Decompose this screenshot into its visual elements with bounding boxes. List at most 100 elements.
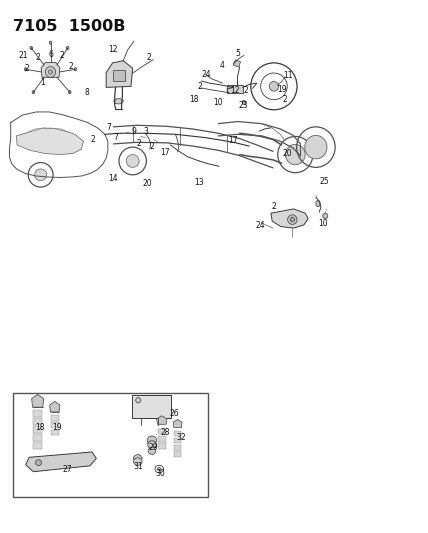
- Ellipse shape: [49, 41, 52, 44]
- Text: 19: 19: [277, 85, 286, 94]
- Polygon shape: [173, 419, 182, 427]
- Ellipse shape: [147, 436, 157, 445]
- Text: 6: 6: [48, 50, 53, 59]
- Ellipse shape: [134, 458, 142, 465]
- Polygon shape: [271, 209, 308, 228]
- Polygon shape: [106, 61, 133, 87]
- Text: 14: 14: [109, 174, 118, 183]
- Text: 2: 2: [35, 53, 40, 61]
- Text: 21: 21: [19, 52, 28, 60]
- Ellipse shape: [35, 169, 47, 181]
- Polygon shape: [158, 436, 166, 442]
- Text: 25: 25: [320, 177, 329, 185]
- Text: 17: 17: [229, 136, 238, 145]
- Polygon shape: [32, 394, 44, 407]
- Bar: [13, 393, 208, 497]
- Ellipse shape: [30, 46, 33, 50]
- Polygon shape: [174, 445, 181, 450]
- Polygon shape: [227, 85, 243, 93]
- Ellipse shape: [136, 398, 141, 403]
- Text: 17: 17: [160, 148, 169, 157]
- Text: 24: 24: [256, 222, 265, 230]
- Text: 2: 2: [149, 142, 155, 150]
- Text: 8: 8: [84, 88, 89, 97]
- Text: 2: 2: [24, 64, 30, 72]
- Text: 1: 1: [40, 78, 45, 86]
- Text: 2: 2: [91, 135, 96, 144]
- Ellipse shape: [290, 217, 294, 222]
- Ellipse shape: [114, 99, 123, 104]
- Ellipse shape: [148, 441, 156, 448]
- Ellipse shape: [45, 67, 56, 77]
- Polygon shape: [33, 418, 42, 425]
- Text: 4: 4: [220, 61, 225, 69]
- Text: 19: 19: [52, 423, 62, 432]
- Text: 20: 20: [283, 149, 292, 158]
- Ellipse shape: [48, 70, 53, 74]
- Ellipse shape: [158, 467, 161, 471]
- Ellipse shape: [323, 213, 328, 219]
- Ellipse shape: [36, 459, 42, 466]
- Polygon shape: [233, 60, 241, 67]
- Ellipse shape: [68, 91, 71, 94]
- Polygon shape: [158, 443, 166, 449]
- Ellipse shape: [148, 448, 156, 454]
- Text: 28: 28: [160, 429, 169, 437]
- Text: 5: 5: [235, 49, 240, 58]
- Text: 2: 2: [243, 86, 248, 94]
- Text: 2: 2: [198, 82, 203, 91]
- Polygon shape: [41, 62, 60, 77]
- Polygon shape: [33, 442, 42, 449]
- Polygon shape: [33, 410, 42, 417]
- Ellipse shape: [134, 455, 142, 462]
- Text: 10: 10: [214, 98, 223, 107]
- Text: 12: 12: [108, 45, 117, 54]
- Text: 29: 29: [149, 443, 158, 452]
- Text: 32: 32: [176, 433, 186, 441]
- Polygon shape: [33, 434, 42, 441]
- Polygon shape: [174, 438, 181, 443]
- Polygon shape: [157, 416, 167, 424]
- Text: 7: 7: [113, 133, 118, 142]
- Polygon shape: [16, 128, 83, 155]
- Text: 26: 26: [170, 409, 179, 417]
- Text: 11: 11: [283, 71, 292, 80]
- Polygon shape: [174, 431, 181, 436]
- Text: 3: 3: [143, 127, 148, 135]
- Ellipse shape: [24, 68, 27, 71]
- Text: 23: 23: [238, 101, 248, 110]
- Polygon shape: [26, 452, 96, 472]
- Text: 24: 24: [202, 70, 211, 79]
- Text: 2: 2: [271, 203, 276, 211]
- Text: 2: 2: [68, 62, 73, 70]
- Text: 2: 2: [146, 53, 152, 61]
- Polygon shape: [51, 415, 59, 421]
- Text: 7105  1500B: 7105 1500B: [13, 19, 125, 34]
- Text: 2: 2: [282, 95, 288, 103]
- Ellipse shape: [126, 155, 139, 167]
- Text: 7: 7: [107, 124, 112, 132]
- Text: 20: 20: [143, 179, 152, 188]
- Ellipse shape: [66, 46, 69, 50]
- Polygon shape: [113, 70, 125, 81]
- Polygon shape: [174, 451, 181, 457]
- Ellipse shape: [32, 91, 35, 94]
- Text: 2: 2: [59, 51, 65, 60]
- Text: 30: 30: [155, 469, 165, 478]
- Text: 18: 18: [35, 423, 45, 432]
- Text: 10: 10: [318, 220, 327, 228]
- Text: 2: 2: [137, 140, 142, 148]
- Text: 27: 27: [63, 465, 72, 473]
- Polygon shape: [51, 430, 59, 435]
- Text: 12: 12: [230, 86, 239, 94]
- Bar: [132, 395, 171, 418]
- Polygon shape: [50, 401, 60, 412]
- Ellipse shape: [316, 200, 320, 207]
- Ellipse shape: [305, 135, 327, 159]
- Ellipse shape: [242, 100, 246, 104]
- Text: 18: 18: [189, 95, 198, 104]
- Text: 31: 31: [133, 463, 143, 471]
- Polygon shape: [158, 429, 166, 434]
- Text: 9: 9: [131, 127, 137, 135]
- Ellipse shape: [288, 215, 297, 224]
